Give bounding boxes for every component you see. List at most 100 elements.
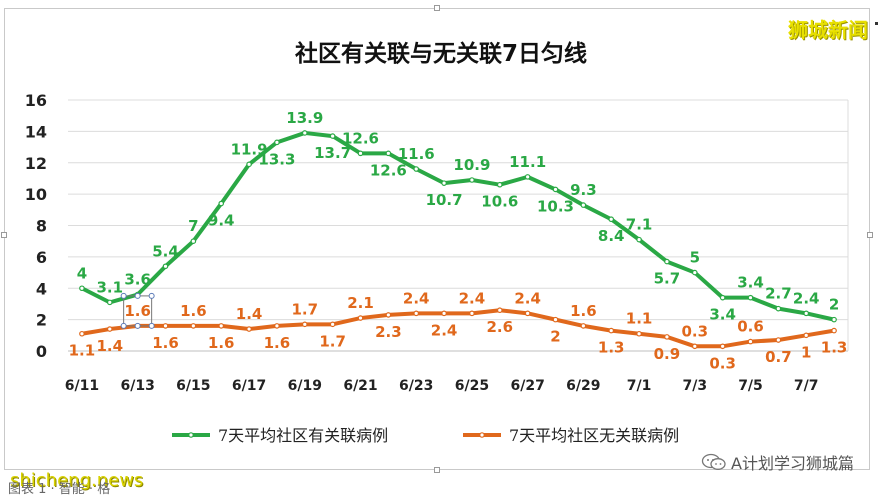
- data-label: 1.6: [180, 302, 207, 320]
- data-label: 13.9: [286, 109, 323, 127]
- data-point: [524, 310, 531, 317]
- data-label: 2.1: [347, 294, 374, 312]
- data-label: 0.3: [681, 322, 708, 340]
- data-label: 4: [77, 264, 87, 282]
- data-label: 3.4: [737, 274, 764, 292]
- data-point: [664, 334, 670, 340]
- data-label: 3.4: [709, 306, 736, 324]
- data-label: 2: [829, 296, 839, 314]
- x-tick-label: 6/17: [232, 378, 266, 394]
- brand-bottom-text: A计划学习狮城篇: [731, 454, 854, 473]
- data-label: 12.6: [370, 161, 407, 179]
- data-label: 2.4: [403, 289, 430, 307]
- data-point: [218, 323, 225, 329]
- data-point: [329, 133, 336, 139]
- x-tick-label: 7/7: [794, 378, 819, 394]
- data-point: [441, 310, 447, 317]
- data-label: 2: [550, 328, 560, 346]
- data-point: [775, 305, 782, 312]
- watermark-text: shicheng.news: [10, 470, 144, 491]
- resize-handle-left[interactable]: [1, 232, 7, 238]
- data-label: 2.4: [459, 289, 486, 307]
- data-label: 1.3: [598, 339, 625, 357]
- data-label: 9.4: [208, 212, 235, 230]
- data-point: [469, 177, 475, 183]
- x-tick-label: 6/23: [399, 378, 433, 394]
- y-tick-label: 12: [25, 154, 47, 173]
- data-label: 1.6: [208, 334, 235, 352]
- chart-title: 社区有关联与无关联7日匀线: [294, 41, 587, 67]
- data-point: [747, 338, 754, 345]
- data-label: 1.7: [319, 332, 346, 350]
- y-tick-label: 14: [25, 122, 47, 141]
- data-label: 2.3: [375, 323, 402, 341]
- data-point: [441, 180, 447, 186]
- data-label: 7: [188, 217, 198, 235]
- data-label: 13.7: [314, 144, 351, 162]
- brand-logo-top: 狮城新闻: [788, 18, 868, 42]
- selection-handle: [148, 292, 155, 299]
- data-label: 1.6: [152, 334, 179, 352]
- data-label: 2.6: [486, 318, 513, 336]
- data-label: 1.1: [69, 342, 96, 360]
- data-point: [831, 327, 837, 334]
- data-point: [79, 330, 85, 337]
- data-label: 2.7: [765, 285, 792, 303]
- data-label: 1.6: [264, 334, 291, 352]
- data-point: [246, 161, 252, 168]
- data-point: [524, 174, 531, 180]
- x-tick-label: 6/15: [176, 378, 210, 394]
- data-point: [301, 321, 308, 328]
- data-point: [218, 200, 225, 207]
- y-tick-label: 10: [25, 185, 47, 204]
- data-label: 1.4: [96, 337, 123, 355]
- data-point: [636, 236, 642, 243]
- data-label: 1.3: [821, 339, 848, 357]
- data-label: 13.3: [258, 150, 295, 168]
- data-label: 12.6: [342, 129, 379, 147]
- data-label: 0.6: [737, 318, 764, 336]
- data-point: [385, 312, 392, 318]
- selection-handle: [134, 322, 141, 329]
- data-point: [664, 258, 670, 265]
- resize-handle-bottom[interactable]: [434, 467, 440, 473]
- data-label: 10.6: [481, 193, 518, 211]
- data-label: 3.1: [96, 278, 123, 296]
- data-point: [719, 294, 726, 301]
- data-label: 0.9: [654, 345, 681, 363]
- y-tick-label: 2: [36, 311, 47, 330]
- data-point: [636, 330, 642, 337]
- y-tick-label: 16: [25, 91, 47, 110]
- data-point: [496, 307, 503, 314]
- legend-label: 7天平均社区有关联病例: [218, 426, 388, 445]
- data-label: 1.6: [124, 302, 151, 320]
- data-label: 1.4: [236, 305, 263, 323]
- x-tick-label: 7/5: [738, 378, 763, 394]
- series-line-unlinked: [81, 308, 835, 349]
- data-point: [274, 323, 280, 329]
- data-point: [496, 181, 503, 188]
- legend-marker: [479, 432, 485, 438]
- resize-handle-right[interactable]: [867, 232, 873, 238]
- data-point: [357, 150, 364, 157]
- data-label: 2.4: [431, 321, 458, 339]
- wechat-icon: [701, 453, 726, 470]
- data-label: 8.4: [598, 227, 625, 245]
- data-point: [274, 139, 280, 146]
- data-point: [719, 343, 726, 350]
- resize-handle-top[interactable]: [434, 5, 440, 11]
- data-label: 11.9: [231, 140, 268, 158]
- data-point: [246, 326, 252, 332]
- y-tick-label: 4: [36, 279, 47, 298]
- legend-marker: [188, 432, 194, 438]
- x-tick-label: 6/19: [288, 378, 322, 394]
- data-label: 1.1: [626, 310, 653, 328]
- x-tick-label: 7/1: [627, 378, 652, 394]
- data-label: 2.4: [793, 289, 820, 307]
- x-tick-label: 6/29: [566, 378, 600, 394]
- data-label: 11.1: [509, 153, 546, 171]
- data-point: [413, 166, 420, 172]
- selection-handle: [148, 322, 155, 329]
- data-point: [469, 310, 475, 317]
